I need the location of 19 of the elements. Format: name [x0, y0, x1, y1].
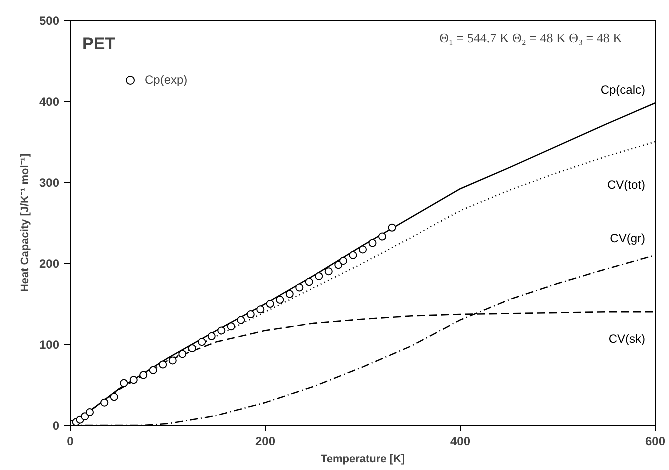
y-tick-label: 200 — [39, 257, 60, 271]
series-label: Cp(calc) — [600, 83, 646, 98]
series-label: CV(sk) — [608, 332, 646, 346]
y-tick-label: 500 — [39, 14, 60, 28]
x-tick-label: 0 — [67, 434, 74, 448]
y-tick-label: 300 — [39, 176, 60, 190]
y-tick-label: 0 — [52, 419, 60, 433]
x-tick-label: 400 — [450, 434, 471, 448]
series-label: CV(tot) — [607, 178, 646, 192]
y-axis-title: Heat Capacity [J/K⁻¹ mol⁻¹] — [19, 154, 32, 292]
y-tick-label: 100 — [39, 338, 60, 352]
annotation: PET — [82, 34, 116, 54]
x-tick-label: 200 — [255, 434, 276, 448]
x-axis-title: Temperature [K] — [320, 454, 406, 466]
series-label: CV(gr) — [610, 231, 646, 246]
annotation: Θ₁ = 544.7 K Θ₂ = 48 K Θ₃ = 48 K — [440, 30, 624, 46]
legend-label: Cp(exp) — [145, 73, 188, 87]
x-tick-label: 600 — [645, 434, 666, 448]
y-tick-label: 400 — [39, 95, 60, 109]
